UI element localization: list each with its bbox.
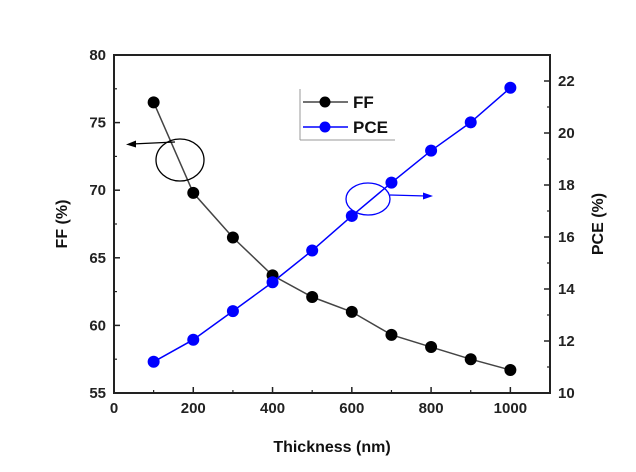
data-point-pce <box>147 355 160 368</box>
legend-ff-marker <box>319 96 331 108</box>
data-point-ff <box>385 328 398 341</box>
y-right-tick-label: 22 <box>558 73 575 90</box>
y-right-tick-label: 12 <box>558 333 575 350</box>
y-right-tick-label: 20 <box>558 125 575 142</box>
series-line-ff <box>152 102 511 371</box>
data-point-pce <box>187 333 200 346</box>
y-right-tick-label: 14 <box>558 281 575 298</box>
x-tick-label: 1000 <box>494 400 527 417</box>
y-right-axis-label: PCE (%) <box>590 193 607 255</box>
x-tick-label: 600 <box>339 400 364 417</box>
series-line-pce <box>153 87 511 363</box>
data-point-ff <box>147 96 160 109</box>
pce-annotation <box>345 182 433 216</box>
y-right-tick-label: 16 <box>558 229 575 246</box>
y-left-tick-label: 65 <box>89 250 106 267</box>
x-tick-label: 400 <box>260 400 285 417</box>
data-point-pce <box>385 176 398 189</box>
x-axis-label: Thickness (nm) <box>273 439 390 456</box>
data-point-ff <box>425 341 438 354</box>
y-left-tick-label: 80 <box>89 47 106 64</box>
y-right-tick-label: 18 <box>558 177 575 194</box>
data-point-ff <box>345 305 358 318</box>
data-point-pce <box>266 276 279 289</box>
data-point-pce <box>306 244 319 257</box>
data-point-pce <box>504 81 517 94</box>
legend-pce-marker <box>319 121 331 133</box>
y-left-axis-label: FF (%) <box>54 200 71 249</box>
y-right-tick-label: 10 <box>558 385 575 402</box>
x-tick-label: 0 <box>110 400 118 417</box>
x-tick-label: 200 <box>181 400 206 417</box>
plot-frame <box>113 54 551 394</box>
data-point-pce <box>345 209 358 222</box>
data-point-ff <box>187 186 200 199</box>
data-point-pce <box>226 305 239 318</box>
y-left-tick-label: 75 <box>89 115 106 132</box>
legend: FF PCE <box>299 89 395 141</box>
data-point-pce <box>425 144 438 157</box>
data-point-ff <box>306 291 319 304</box>
y-left-tick-label: 55 <box>89 385 106 402</box>
data-point-ff <box>226 231 239 244</box>
legend-ff-label: FF <box>353 93 374 112</box>
data-point-ff <box>464 353 477 366</box>
legend-pce-label: PCE <box>353 118 388 137</box>
y-left-tick-label: 70 <box>89 182 106 199</box>
x-tick-label: 800 <box>419 400 444 417</box>
data-point-pce <box>464 116 477 129</box>
data-point-ff <box>504 364 517 377</box>
y-left-tick-label: 60 <box>89 317 106 334</box>
ff-annotation <box>126 138 205 182</box>
